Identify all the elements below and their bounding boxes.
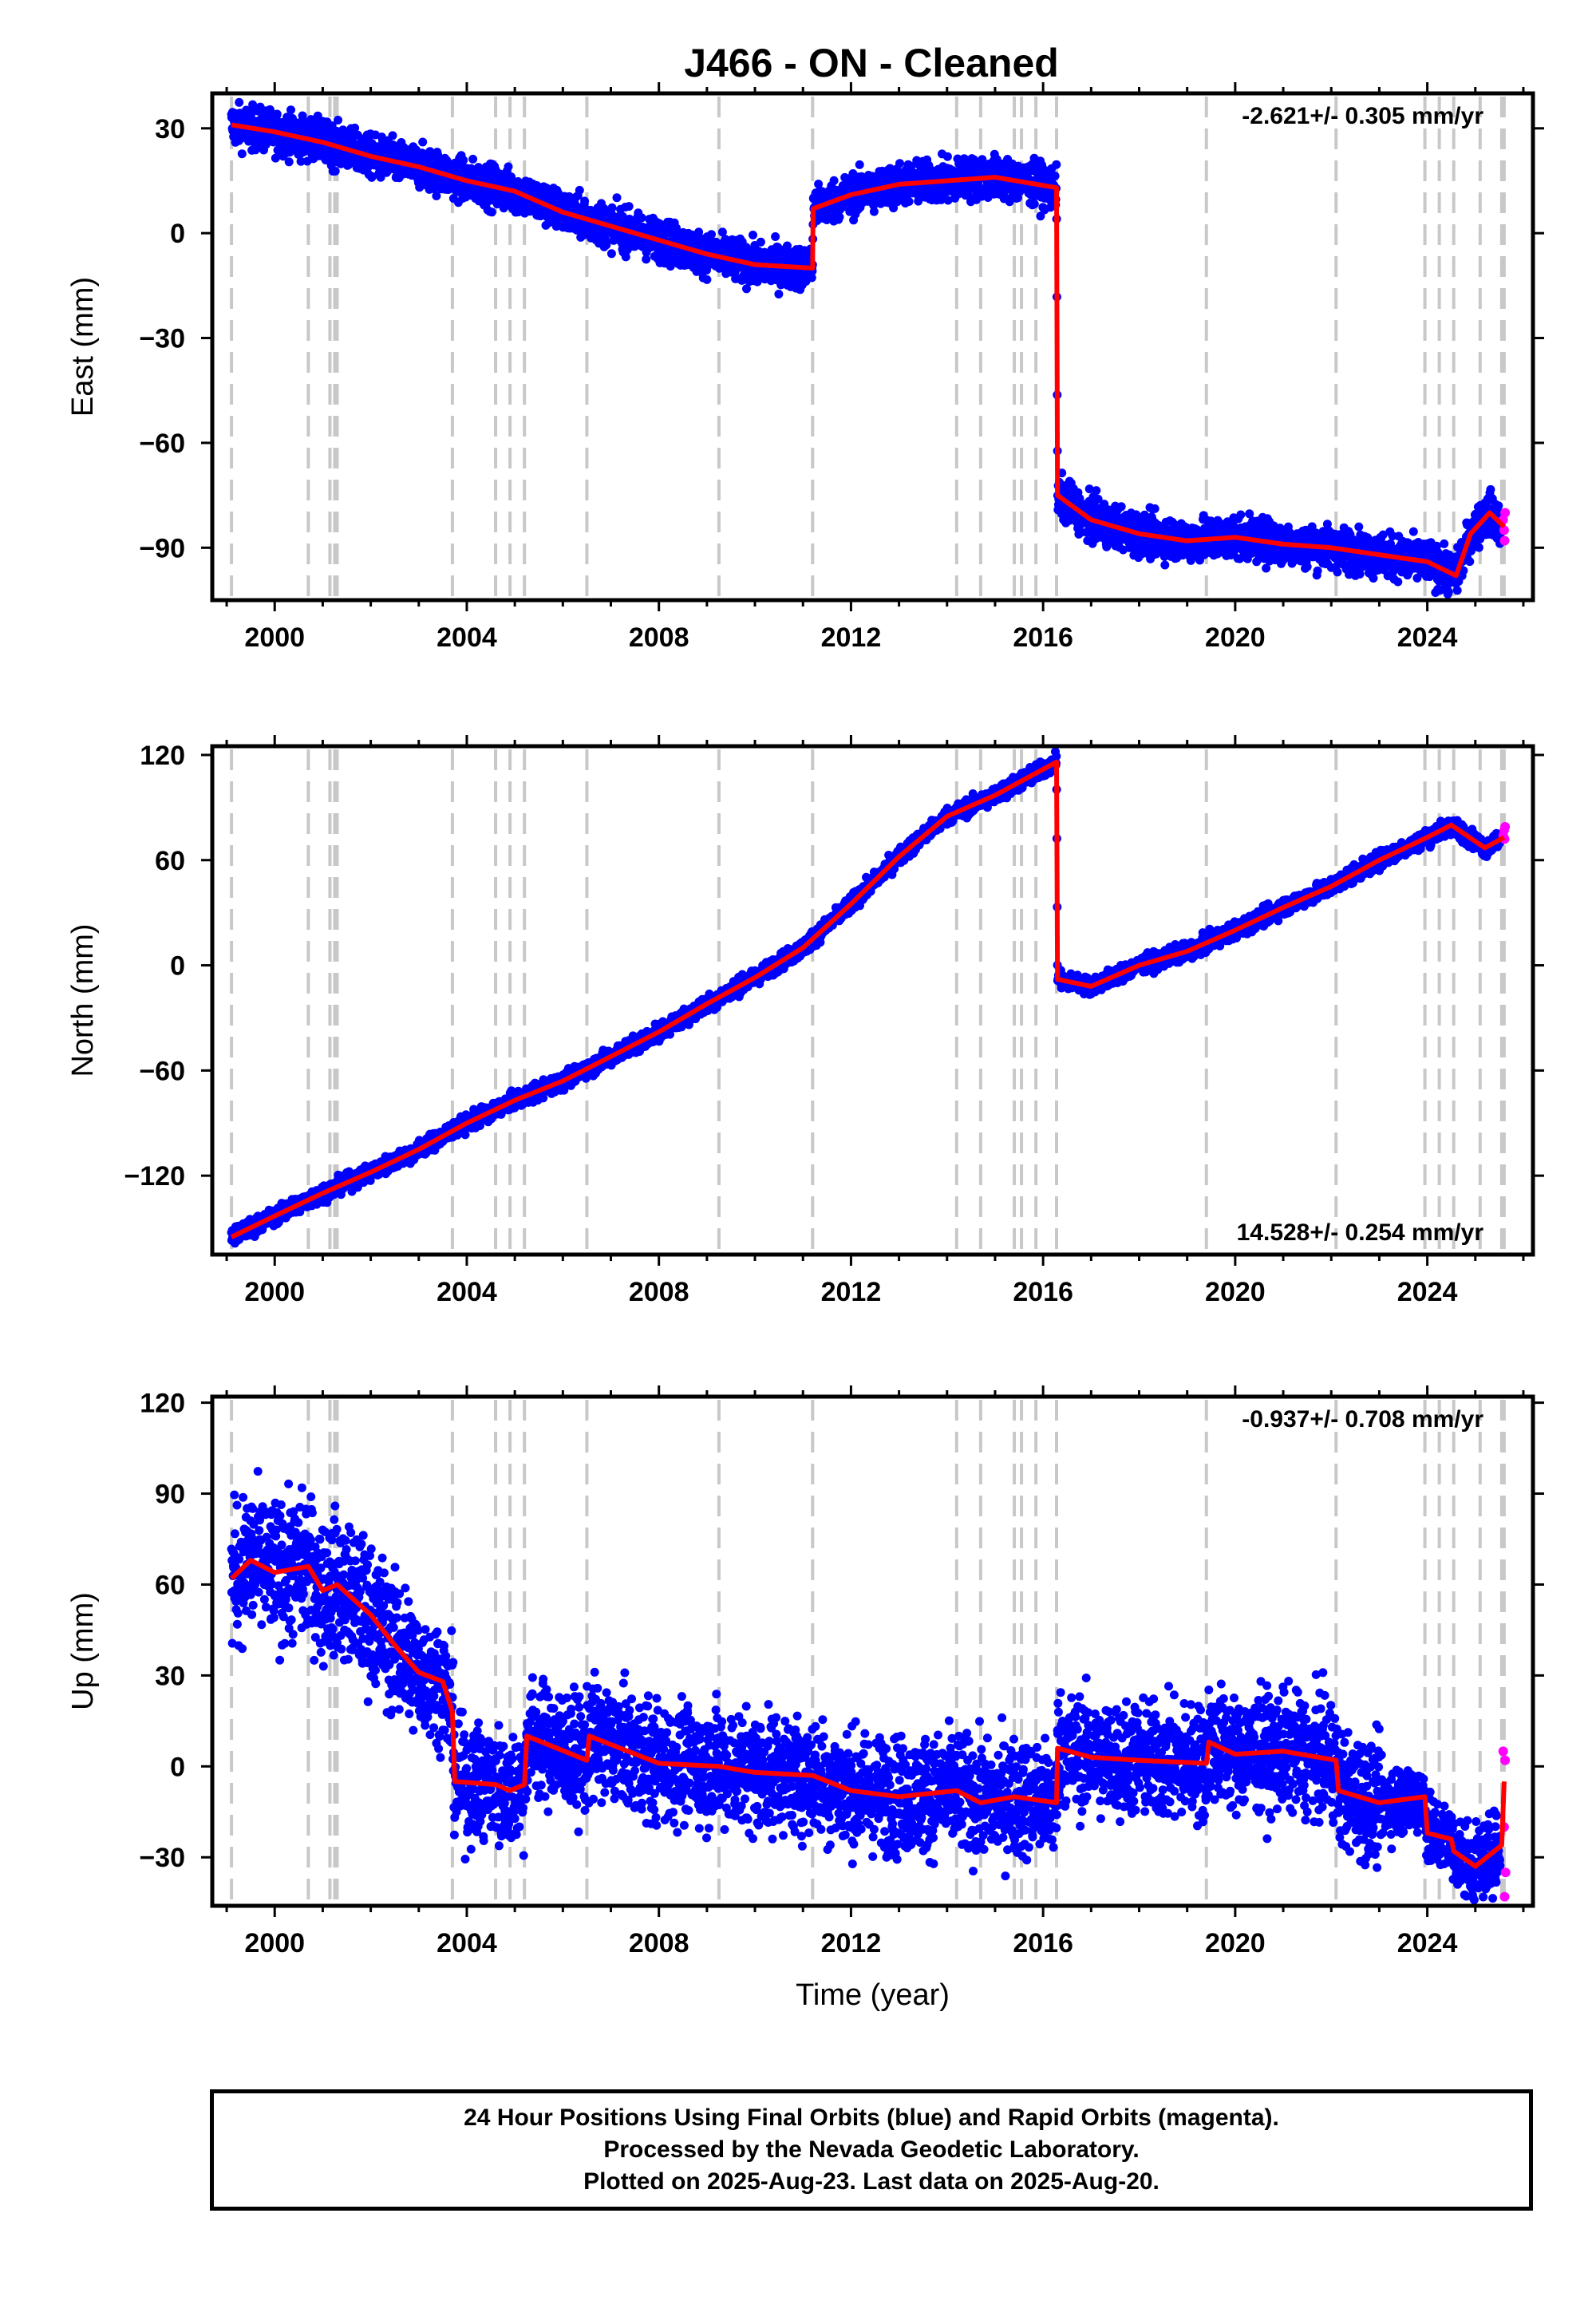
y-tick-label: 60 (155, 1570, 185, 1600)
x-tick-label: 2016 (1013, 622, 1073, 653)
x-tick-label: 2024 (1397, 622, 1458, 653)
x-tick-label: 2008 (629, 1277, 689, 1307)
y-tick-label: 0 (170, 951, 185, 982)
panels: 2000 2004 2008 2012 2016 2020 2024 30 0 −30 −60 −90… (66, 82, 1544, 2012)
x-tick-label: 2020 (1205, 1277, 1266, 1307)
rapid-orbit-point (1500, 1867, 1511, 1878)
model-line (230, 1558, 1507, 1869)
rapid-orbit-point (1500, 1755, 1511, 1765)
y-tick-label: 30 (155, 114, 185, 144)
x-tick-label: 2008 (629, 622, 689, 653)
footer-line-plotted: Plotted on 2025-Aug-23. Last data on 202… (583, 2168, 1159, 2195)
final-points-path (227, 747, 1505, 1248)
final-points-path (227, 1467, 1505, 1905)
y-tick-label: 0 (170, 1752, 185, 1782)
x-tick-label: 2004 (437, 1277, 497, 1307)
rapid-orbit-point (1498, 1746, 1508, 1757)
y-tick-label: −30 (139, 1843, 185, 1873)
y-tick-label: 90 (155, 1480, 185, 1510)
plot-frame (210, 744, 1535, 1257)
y-axis-label: East (mm) (66, 277, 100, 417)
model-line (231, 122, 1506, 579)
x-tick-label: 2020 (1205, 1928, 1266, 1958)
footer-line-processed: Processed by the Nevada Geodetic Laborat… (603, 2136, 1140, 2163)
figure-title: J466 - ON - Cleaned (684, 41, 1059, 85)
x-tick-label: 2000 (244, 1928, 305, 1958)
x-tick-label: 2012 (821, 1277, 882, 1307)
x-axis-label: Time (year) (796, 1978, 950, 2012)
final-orbit-points (227, 1467, 1505, 1905)
y-tick-label: −60 (139, 429, 185, 459)
panel-north: 2000 2004 2008 2012 2016 2020 2024 120 60 0 −60 −12… (66, 735, 1544, 1307)
footer-box: 24 Hour Positions Using Final Orbits (bl… (210, 2089, 1533, 2211)
x-tick-label: 2004 (437, 622, 497, 653)
x-tick-label: 2012 (821, 622, 882, 653)
y-tick-label: −120 (124, 1161, 185, 1192)
x-tick-label: 2008 (629, 1928, 689, 1958)
x-tick-label: 2004 (437, 1928, 497, 1958)
y-tick-label: 120 (140, 1389, 185, 1419)
y-axis-label: North (mm) (66, 923, 100, 1077)
final-orbit-points (227, 747, 1505, 1248)
y-tick-label: 60 (155, 846, 185, 876)
y-tick-label: 30 (155, 1661, 185, 1691)
rapid-orbit-point (1500, 508, 1511, 518)
rate-annotation: -2.621+/- 0.305 mm/yr (1242, 103, 1483, 129)
y-tick-label: 120 (140, 741, 185, 771)
x-tick-label: 2016 (1013, 1928, 1073, 1958)
panel-up: 2000 2004 2008 2012 2016 2020 2024 120 90 60 30 0 −3… (66, 1385, 1544, 2012)
x-tick-label: 2024 (1397, 1928, 1458, 1958)
final-orbit-points (227, 97, 1505, 599)
x-tick-label: 2024 (1397, 1277, 1458, 1307)
x-tick-label: 2000 (244, 622, 305, 653)
rapid-orbit-point (1499, 525, 1509, 536)
panel-east: 2000 2004 2008 2012 2016 2020 2024 30 0 −30 −60 −90… (66, 82, 1544, 653)
x-tick-label: 2000 (244, 1277, 305, 1307)
y-axis-label: Up (mm) (66, 1592, 100, 1710)
x-tick-label: 2012 (821, 1928, 882, 1958)
y-tick-label: −90 (139, 533, 185, 563)
model-line (230, 759, 1506, 1239)
x-tick-label: 2016 (1013, 1277, 1073, 1307)
plot-frame (210, 91, 1535, 603)
rapid-orbit-point (1500, 822, 1511, 832)
footer-line-orbits: 24 Hour Positions Using Final Orbits (bl… (464, 2105, 1279, 2131)
x-tick-label: 2020 (1205, 622, 1266, 653)
rapid-orbit-point (1499, 536, 1510, 546)
y-tick-label: −60 (139, 1056, 185, 1086)
plot-frame (210, 1394, 1535, 1908)
rate-annotation: -0.937+/- 0.708 mm/yr (1242, 1406, 1483, 1433)
y-tick-label: −30 (139, 324, 185, 354)
rapid-orbit-point (1499, 1891, 1510, 1902)
rate-annotation: 14.528+/- 0.254 mm/yr (1237, 1219, 1484, 1246)
final-points-path (227, 97, 1505, 599)
y-tick-label: 0 (170, 219, 185, 249)
